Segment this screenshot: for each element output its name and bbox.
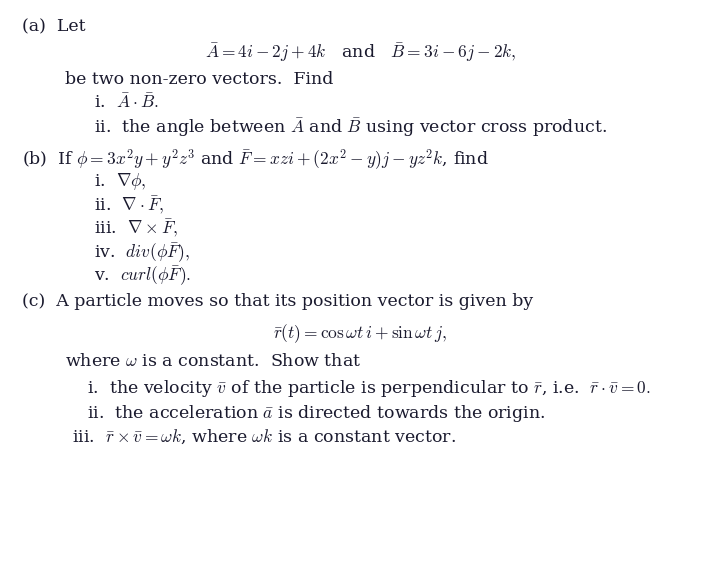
Text: iii.  $\bar{r} \times \bar{v} = \omega k$, where $\omega k$ is a constant vector: iii. $\bar{r} \times \bar{v} = \omega k$…	[72, 427, 456, 446]
Text: $\bar{r}(t) = \cos\omega t\,i + \sin\omega t\,j,$: $\bar{r}(t) = \cos\omega t\,i + \sin\ome…	[273, 322, 448, 345]
Text: iii.  $\nabla \times \bar{F},$: iii. $\nabla \times \bar{F},$	[94, 218, 178, 239]
Text: (b)  If $\phi = 3x^2y + y^2z^3$ and $\bar{F} = xzi + (2x^2 - y)j - yz^2k$, find: (b) If $\phi = 3x^2y + y^2z^3$ and $\bar…	[22, 147, 488, 172]
Text: ii.  the angle between $\bar{A}$ and $\bar{B}$ using vector cross product.: ii. the angle between $\bar{A}$ and $\ba…	[94, 116, 606, 139]
Text: ii.  the acceleration $\bar{a}$ is directed towards the origin.: ii. the acceleration $\bar{a}$ is direct…	[87, 403, 544, 424]
Text: v.  $\mathit{curl}(\phi\bar{F}).$: v. $\mathit{curl}(\phi\bar{F}).$	[94, 265, 191, 288]
Text: (a)  Let: (a) Let	[22, 19, 85, 36]
Text: where $\omega$ is a constant.  Show that: where $\omega$ is a constant. Show that	[65, 353, 361, 370]
Text: i.  $\nabla\phi,$: i. $\nabla\phi,$	[94, 171, 146, 192]
Text: $\bar{A} = 4i - 2j + 4k$   and   $\bar{B} = 3i - 6j - 2k,$: $\bar{A} = 4i - 2j + 4k$ and $\bar{B} = …	[205, 41, 516, 63]
Text: i.  the velocity $\bar{v}$ of the particle is perpendicular to $\bar{r}$, i.e.  : i. the velocity $\bar{v}$ of the particl…	[87, 378, 650, 399]
Text: (c)  A particle moves so that its position vector is given by: (c) A particle moves so that its positio…	[22, 293, 533, 310]
Text: be two non-zero vectors.  Find: be two non-zero vectors. Find	[65, 71, 333, 88]
Text: iv.  $\mathit{div}(\phi\bar{F}),$: iv. $\mathit{div}(\phi\bar{F}),$	[94, 242, 190, 265]
Text: i.  $\bar{A} \cdot \bar{B}.$: i. $\bar{A} \cdot \bar{B}.$	[94, 93, 159, 112]
Text: ii.  $\nabla \cdot \bar{F},$: ii. $\nabla \cdot \bar{F},$	[94, 194, 164, 216]
